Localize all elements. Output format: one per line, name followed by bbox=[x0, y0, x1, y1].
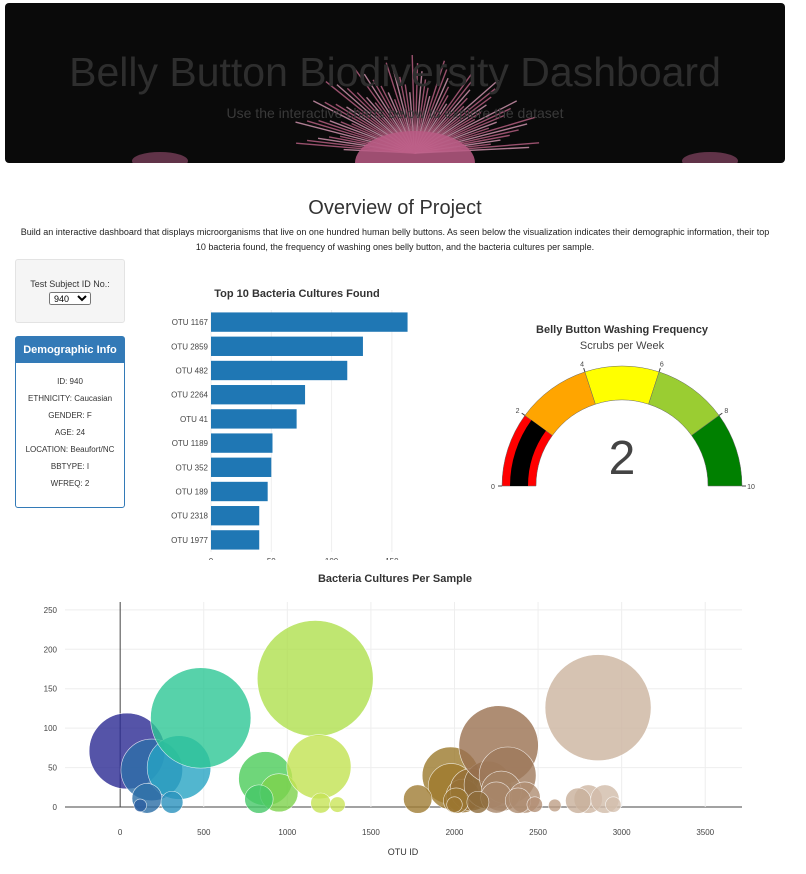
bubble bbox=[526, 796, 543, 813]
bubble bbox=[160, 790, 184, 814]
bubble bbox=[565, 787, 592, 814]
gauge-value-bar bbox=[510, 420, 546, 486]
bubble-x-tick-label: 1500 bbox=[362, 828, 380, 837]
bar-x-tick-label: 150 bbox=[385, 557, 399, 560]
bar-category-label: OTU 2318 bbox=[171, 512, 208, 521]
bubble bbox=[150, 667, 252, 769]
bubble-y-tick-label: 250 bbox=[44, 606, 58, 615]
top10-bar-chart: Top 10 Bacteria Cultures Found 0 50 100 150 O… bbox=[171, 288, 408, 560]
bar bbox=[211, 457, 272, 477]
bubble-y-tick-label: 0 bbox=[53, 803, 58, 812]
subject-id-select[interactable]: 940 bbox=[49, 292, 91, 305]
bubble-y-tick-label: 150 bbox=[44, 685, 58, 694]
demo-gender: GENDER: F bbox=[48, 411, 92, 420]
bubble-x-tick-label: 2500 bbox=[529, 828, 547, 837]
bubble bbox=[446, 796, 463, 813]
gauge-value: 2 bbox=[609, 432, 636, 485]
gauge-title: Belly Button Washing Frequency bbox=[536, 324, 709, 336]
bubble-x-tick-label: 0 bbox=[118, 828, 123, 837]
gauge-tick bbox=[718, 412, 723, 416]
bar-category-label: OTU 1189 bbox=[172, 439, 209, 448]
bubble bbox=[466, 790, 490, 814]
bubble-x-tick-label: 3000 bbox=[613, 828, 631, 837]
gauge-tick-label: 10 bbox=[747, 484, 755, 491]
bar-x-tick-label: 100 bbox=[325, 557, 339, 560]
bar bbox=[211, 336, 363, 356]
bubble bbox=[544, 654, 652, 761]
hero-banner: Belly Button Biodiversity Dashboard Use … bbox=[5, 3, 785, 163]
bubble-x-tick-label: 500 bbox=[197, 828, 211, 837]
bubble-y-tick-label: 200 bbox=[44, 645, 58, 654]
bubble bbox=[605, 796, 622, 813]
bubble-y-tick-label: 50 bbox=[48, 764, 57, 773]
bar bbox=[211, 481, 268, 502]
bar bbox=[211, 409, 297, 429]
bar-chart-title: Top 10 Bacteria Cultures Found bbox=[214, 288, 379, 300]
gauge-tick-label: 4 bbox=[580, 361, 584, 368]
gauge-tick-label: 6 bbox=[660, 361, 664, 368]
bar-category-label: OTU 41 bbox=[180, 415, 209, 424]
demo-location: LOCATION: Beaufort/NC bbox=[25, 445, 115, 454]
gauge-tick bbox=[658, 367, 661, 373]
bubble-x-tick-label: 2000 bbox=[446, 828, 464, 837]
bar bbox=[211, 433, 273, 453]
bubble-chart-title: Bacteria Cultures Per Sample bbox=[318, 573, 472, 585]
demo-id: ID: 940 bbox=[57, 377, 83, 386]
gauge-subtitle: Scrubs per Week bbox=[580, 340, 665, 352]
bubble bbox=[256, 620, 374, 737]
bubble bbox=[548, 798, 562, 813]
bar bbox=[211, 530, 260, 550]
bubble bbox=[310, 792, 332, 814]
microbe-blur-right bbox=[682, 152, 738, 163]
page-subtitle: Use the interactive charts below to expl… bbox=[226, 105, 564, 121]
bubble-x-axis-label: OTU ID bbox=[388, 847, 419, 857]
overview-title: Overview of Project bbox=[308, 197, 482, 219]
microbe-image bbox=[132, 55, 738, 163]
demographic-panel: Demographic Info ID: 940 ETHNICITY: Cauc… bbox=[15, 336, 125, 508]
demographic-body: ID: 940 ETHNICITY: Caucasian GENDER: F A… bbox=[16, 363, 124, 489]
subject-selector-well: Test Subject ID No.: 940 bbox=[15, 259, 125, 323]
bubble bbox=[133, 798, 147, 813]
bubble-x-tick-label: 1000 bbox=[278, 828, 296, 837]
demo-age: AGE: 24 bbox=[54, 428, 86, 437]
bar bbox=[211, 385, 306, 405]
demographic-heading: Demographic Info bbox=[16, 337, 124, 363]
bubble bbox=[504, 787, 532, 814]
bar-category-label: OTU 352 bbox=[176, 463, 209, 472]
bubble bbox=[286, 734, 352, 800]
demo-wfreq: WFREQ: 2 bbox=[50, 479, 90, 488]
bar bbox=[211, 506, 260, 526]
microbe-body bbox=[355, 131, 475, 163]
gauge-band bbox=[584, 365, 660, 405]
bubble-x-tick-label: 3500 bbox=[696, 828, 714, 837]
bar-category-label: OTU 189 bbox=[176, 488, 209, 497]
bubble-y-tick-label: 100 bbox=[44, 724, 58, 733]
gauge-tick bbox=[583, 367, 586, 373]
bar-x-tick-label: 50 bbox=[267, 557, 276, 560]
microbe-art bbox=[132, 55, 738, 163]
bar-category-label: OTU 2859 bbox=[171, 342, 208, 351]
bubble bbox=[403, 784, 433, 814]
bar bbox=[211, 360, 348, 381]
gauge-tick-label: 8 bbox=[724, 408, 728, 415]
demo-ethnicity: ETHNICITY: Caucasian bbox=[27, 394, 113, 403]
bubble-chart: Bacteria Cultures Per Sample 0 50 100 150 200… bbox=[44, 573, 742, 857]
wash-frequency-gauge: Belly Button Washing Frequency Scrubs per… bbox=[491, 324, 755, 491]
gauge-tick bbox=[521, 412, 526, 416]
subject-selector-label: Test Subject ID No.: bbox=[30, 279, 110, 289]
gauge-tick-label: 2 bbox=[516, 408, 520, 415]
bar-x-tick-label: 0 bbox=[209, 557, 214, 560]
overview-text: Build an interactive dashboard that disp… bbox=[20, 227, 770, 252]
bar bbox=[211, 312, 408, 332]
bar-category-label: OTU 2264 bbox=[171, 391, 208, 400]
gauge-tick-label: 0 bbox=[491, 484, 495, 491]
bubble bbox=[329, 796, 346, 813]
bubble bbox=[244, 784, 274, 814]
bar-category-label: OTU 482 bbox=[176, 367, 209, 376]
bar-category-label: OTU 1167 bbox=[172, 318, 209, 327]
demo-bbtype: BBTYPE: I bbox=[50, 462, 90, 471]
microbe-blur-left bbox=[132, 152, 188, 163]
page-title: Belly Button Biodiversity Dashboard bbox=[69, 49, 721, 95]
bar-category-label: OTU 1977 bbox=[171, 536, 208, 545]
